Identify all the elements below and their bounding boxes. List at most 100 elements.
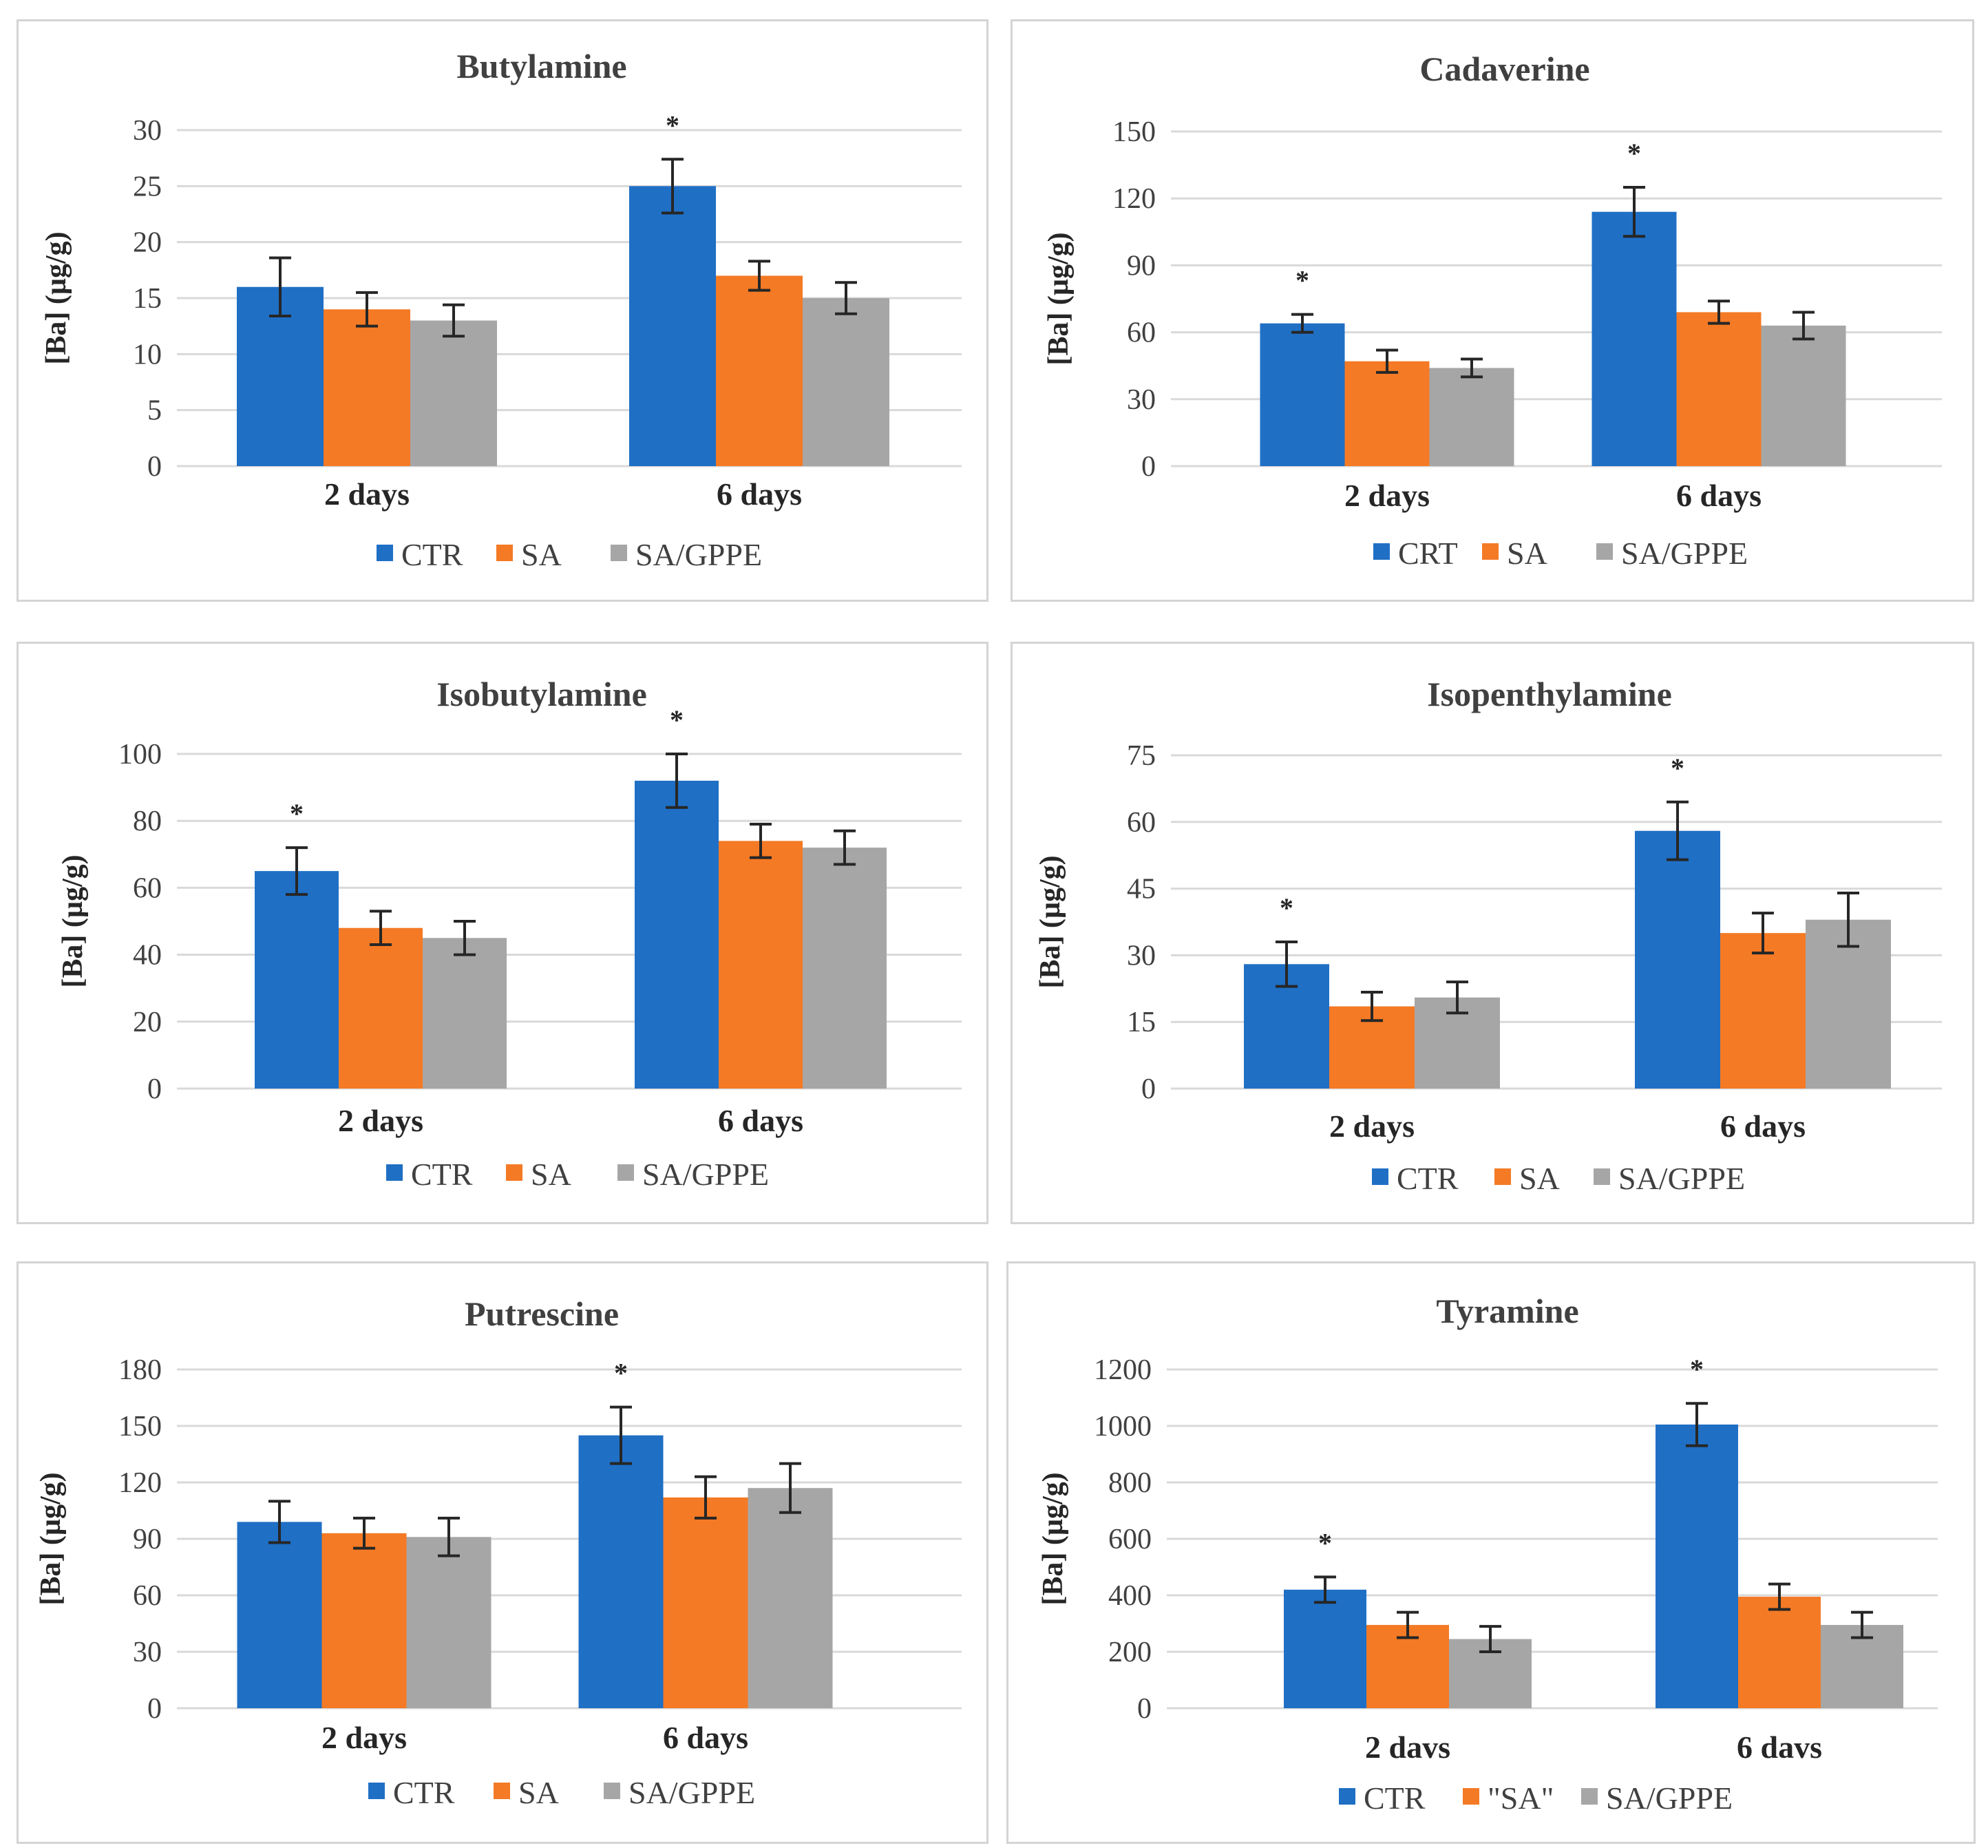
legend-swatch: [1581, 1788, 1598, 1805]
legend-swatch: [604, 1783, 620, 1799]
legend-label: CRT: [1398, 536, 1458, 571]
legend-label: SA/GPPE: [1621, 536, 1748, 571]
x-category-label: 2 davs: [1365, 1730, 1450, 1765]
legend-swatch: [611, 545, 627, 561]
error-bar: [748, 260, 770, 292]
y-tick-label: 200: [1108, 1637, 1152, 1668]
legend-swatch: [494, 1783, 510, 1799]
significance-marker: *: [1296, 265, 1309, 296]
error-bar: [1708, 300, 1730, 325]
chart-title: Tyramine: [1436, 1292, 1578, 1330]
error-bar: [1446, 980, 1468, 1015]
x-category-label: 6 days: [1676, 478, 1762, 513]
error-bar: [666, 753, 688, 809]
y-tick-label: 25: [133, 171, 162, 202]
y-tick-label: 45: [1127, 874, 1156, 905]
y-tick-label: 0: [147, 1693, 162, 1725]
error-bar: [1376, 348, 1398, 374]
error-bar: [1361, 990, 1383, 1022]
error-bar: [1768, 1582, 1790, 1611]
x-category-label: 2 days: [321, 1720, 407, 1755]
y-tick-label: 100: [118, 739, 162, 770]
significance-marker: *: [670, 704, 684, 735]
y-tick-label: 60: [1127, 317, 1156, 349]
x-category-label: 6 days: [717, 476, 802, 512]
legend-swatch: [496, 545, 513, 561]
error-bar: [610, 1405, 632, 1465]
y-tick-label: 80: [133, 806, 162, 837]
y-tick-label: 15: [1127, 1007, 1156, 1038]
y-tick-label: 10: [133, 339, 162, 370]
bar-sa-gppe-2-days: [1429, 368, 1514, 466]
chart-panel-cadaverine: Cadaverine 0 30 60 90 120 150 [Ba] (µg/g) 2 days…: [1011, 19, 1974, 602]
bar-sa-6-days: [716, 275, 803, 466]
y-axis-label: [Ba] (µg/g): [1043, 232, 1075, 365]
error-bar: [370, 910, 392, 947]
chart-title: Isopenthylamine: [1427, 675, 1672, 713]
significance-marker: *: [614, 1358, 628, 1389]
error-bar: [1291, 313, 1313, 334]
bar-sa-gppe-2-days: [423, 938, 507, 1089]
y-axis-label: [Ba] (µg/g): [41, 231, 72, 364]
bar-sa-gppe-6-days: [803, 848, 887, 1089]
y-tick-label: 400: [1108, 1580, 1152, 1612]
y-tick-label: 0: [1141, 1073, 1156, 1105]
legend-label: CTR: [411, 1157, 473, 1192]
y-tick-label: 0: [1141, 451, 1156, 483]
y-tick-label: 1200: [1094, 1354, 1152, 1386]
legend-swatch: [377, 545, 393, 561]
legend-label: SA: [1519, 1161, 1560, 1196]
y-tick-label: 0: [147, 451, 162, 483]
bar-sa-gppe-2-days: [406, 1537, 491, 1708]
y-tick-label: 30: [1127, 940, 1156, 972]
error-bar: [438, 1516, 460, 1557]
bar-sa-2-days: [339, 927, 423, 1089]
legend-label: SA: [521, 537, 562, 572]
error-bar: [356, 291, 378, 328]
bar-ctr-6-davs: [1656, 1424, 1738, 1708]
bar-ctr-2-days: [255, 871, 339, 1089]
significance-marker: *: [1280, 892, 1293, 923]
significance-marker: *: [1318, 1527, 1332, 1558]
legend-swatch: [1594, 1168, 1610, 1185]
chart-isobutylamine: Isobutylamine 0 20 40 60 80 100 [Ba] (µg/g) 2 da…: [57, 675, 962, 1192]
y-tick-label: 60: [133, 872, 162, 904]
legend-label: SA/GPPE: [1606, 1781, 1733, 1816]
chart-panel-tyramine: Tyramine 0 200 400 600 800 1000 1200 [Ba] (µg/g)…: [1006, 1261, 1976, 1844]
x-category-label: 6 days: [718, 1103, 803, 1138]
legend-swatch: [506, 1164, 522, 1181]
y-tick-label: 120: [118, 1467, 162, 1499]
y-tick-label: 90: [133, 1524, 162, 1555]
error-bar: [695, 1475, 717, 1520]
chart-panel-isopenthylamine: Isopenthylamine 0 15 30 45 60 75 [Ba] (µg/g) 2 d…: [1011, 642, 1974, 1224]
chart-panel-isobutylamine: Isobutylamine 0 20 40 60 80 100 [Ba] (µg/g) 2 da…: [17, 642, 988, 1224]
bar-crt-2-days: [1260, 323, 1345, 466]
y-tick-label: 180: [118, 1354, 162, 1386]
error-bar: [750, 823, 772, 859]
error-bar: [1479, 1625, 1501, 1653]
legend-swatch: [1373, 543, 1390, 560]
y-tick-label: 90: [1127, 250, 1156, 282]
legend-label: "SA": [1488, 1781, 1554, 1816]
bar-sa-6-days: [1720, 933, 1806, 1089]
significance-marker: *: [666, 109, 679, 140]
chart-panel-putrescine: Putrescine 0 30 60 90 120 150 180 [Ba] (µg/g) 2 d…: [17, 1261, 988, 1844]
legend-label: SA/GPPE: [1618, 1161, 1745, 1196]
chart-putrescine: Putrescine 0 30 60 90 120 150 180 [Ba] (µg/g) 2 d…: [35, 1294, 962, 1810]
y-tick-label: 20: [133, 1007, 162, 1038]
x-category-label: 2 days: [1344, 478, 1430, 513]
bar-sa-2-days: [1344, 361, 1430, 466]
chart-title: Cadaverine: [1419, 50, 1589, 88]
error-bar: [1623, 186, 1645, 238]
bar-crt-6-days: [1592, 211, 1677, 466]
bar-sa-6-days: [719, 841, 803, 1089]
y-tick-label: 15: [133, 283, 162, 315]
legend-label: SA: [518, 1775, 559, 1810]
bar-ctr-2-days: [237, 1522, 322, 1708]
y-tick-label: 30: [133, 1637, 162, 1668]
legend-label: CTR: [393, 1775, 455, 1810]
chart-panel-butylamine: Butylamine 0 5 10 15 20 25 30 [Ba] (µg/g) 2 days 6…: [17, 19, 988, 602]
bar-sa-2-days: [321, 1533, 407, 1708]
y-axis-label: [Ba] (µg/g): [57, 854, 89, 987]
x-category-label: 6 days: [1720, 1109, 1806, 1144]
